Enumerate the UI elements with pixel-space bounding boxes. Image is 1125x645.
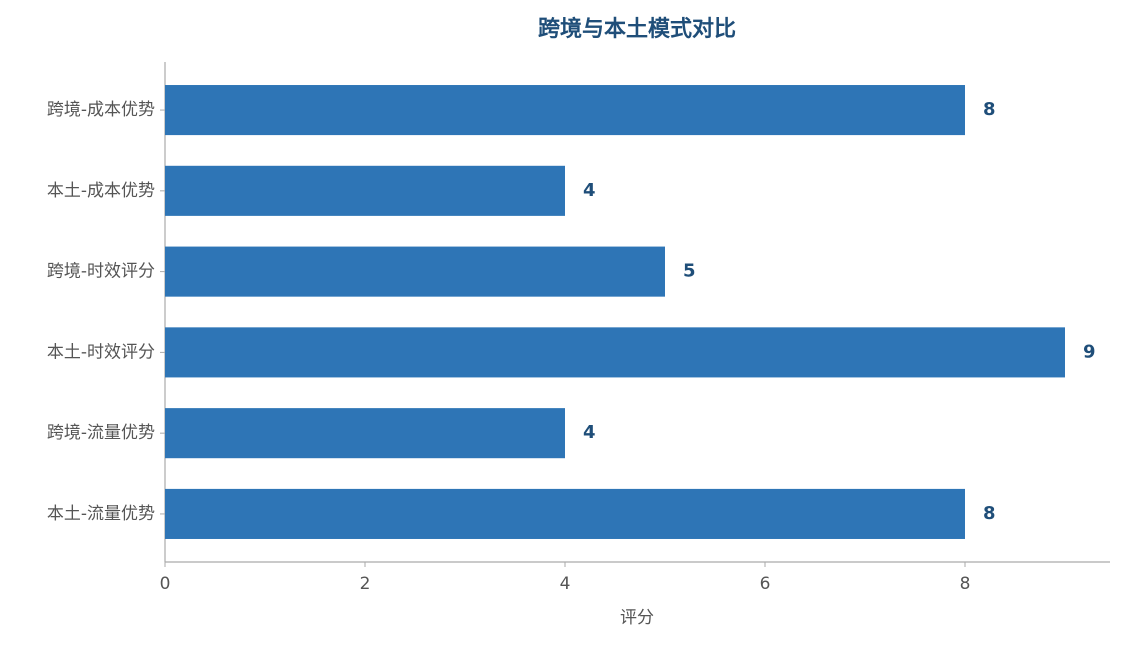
y-tick-label: 跨境-流量优势 [47, 423, 155, 443]
value-label: 8 [983, 99, 996, 120]
value-label: 4 [583, 422, 596, 443]
value-label: 9 [1083, 341, 1096, 362]
x-tick-label: 6 [760, 574, 771, 594]
x-tick-label: 4 [560, 574, 571, 594]
value-label: 5 [683, 261, 696, 282]
y-tick-label: 跨境-成本优势 [47, 100, 155, 120]
x-tick-label: 2 [360, 574, 371, 594]
chart-title: 跨境与本土模式对比 [538, 16, 736, 42]
y-tick-label: 跨境-时效评分 [47, 262, 155, 282]
bar [165, 165, 565, 216]
y-tick-label: 本土-流量优势 [47, 504, 155, 524]
bar [165, 246, 665, 297]
bar [165, 85, 965, 136]
y-tick-label: 本土-成本优势 [47, 181, 155, 201]
bar [165, 327, 1065, 378]
bar [165, 408, 565, 459]
x-tick-label: 0 [160, 574, 171, 594]
bar [165, 488, 965, 539]
x-tick-label: 8 [960, 574, 971, 594]
value-label: 4 [583, 180, 596, 201]
value-label: 8 [983, 503, 996, 524]
y-tick-label: 本土-时效评分 [47, 342, 155, 362]
x-axis-label: 评分 [620, 608, 654, 628]
